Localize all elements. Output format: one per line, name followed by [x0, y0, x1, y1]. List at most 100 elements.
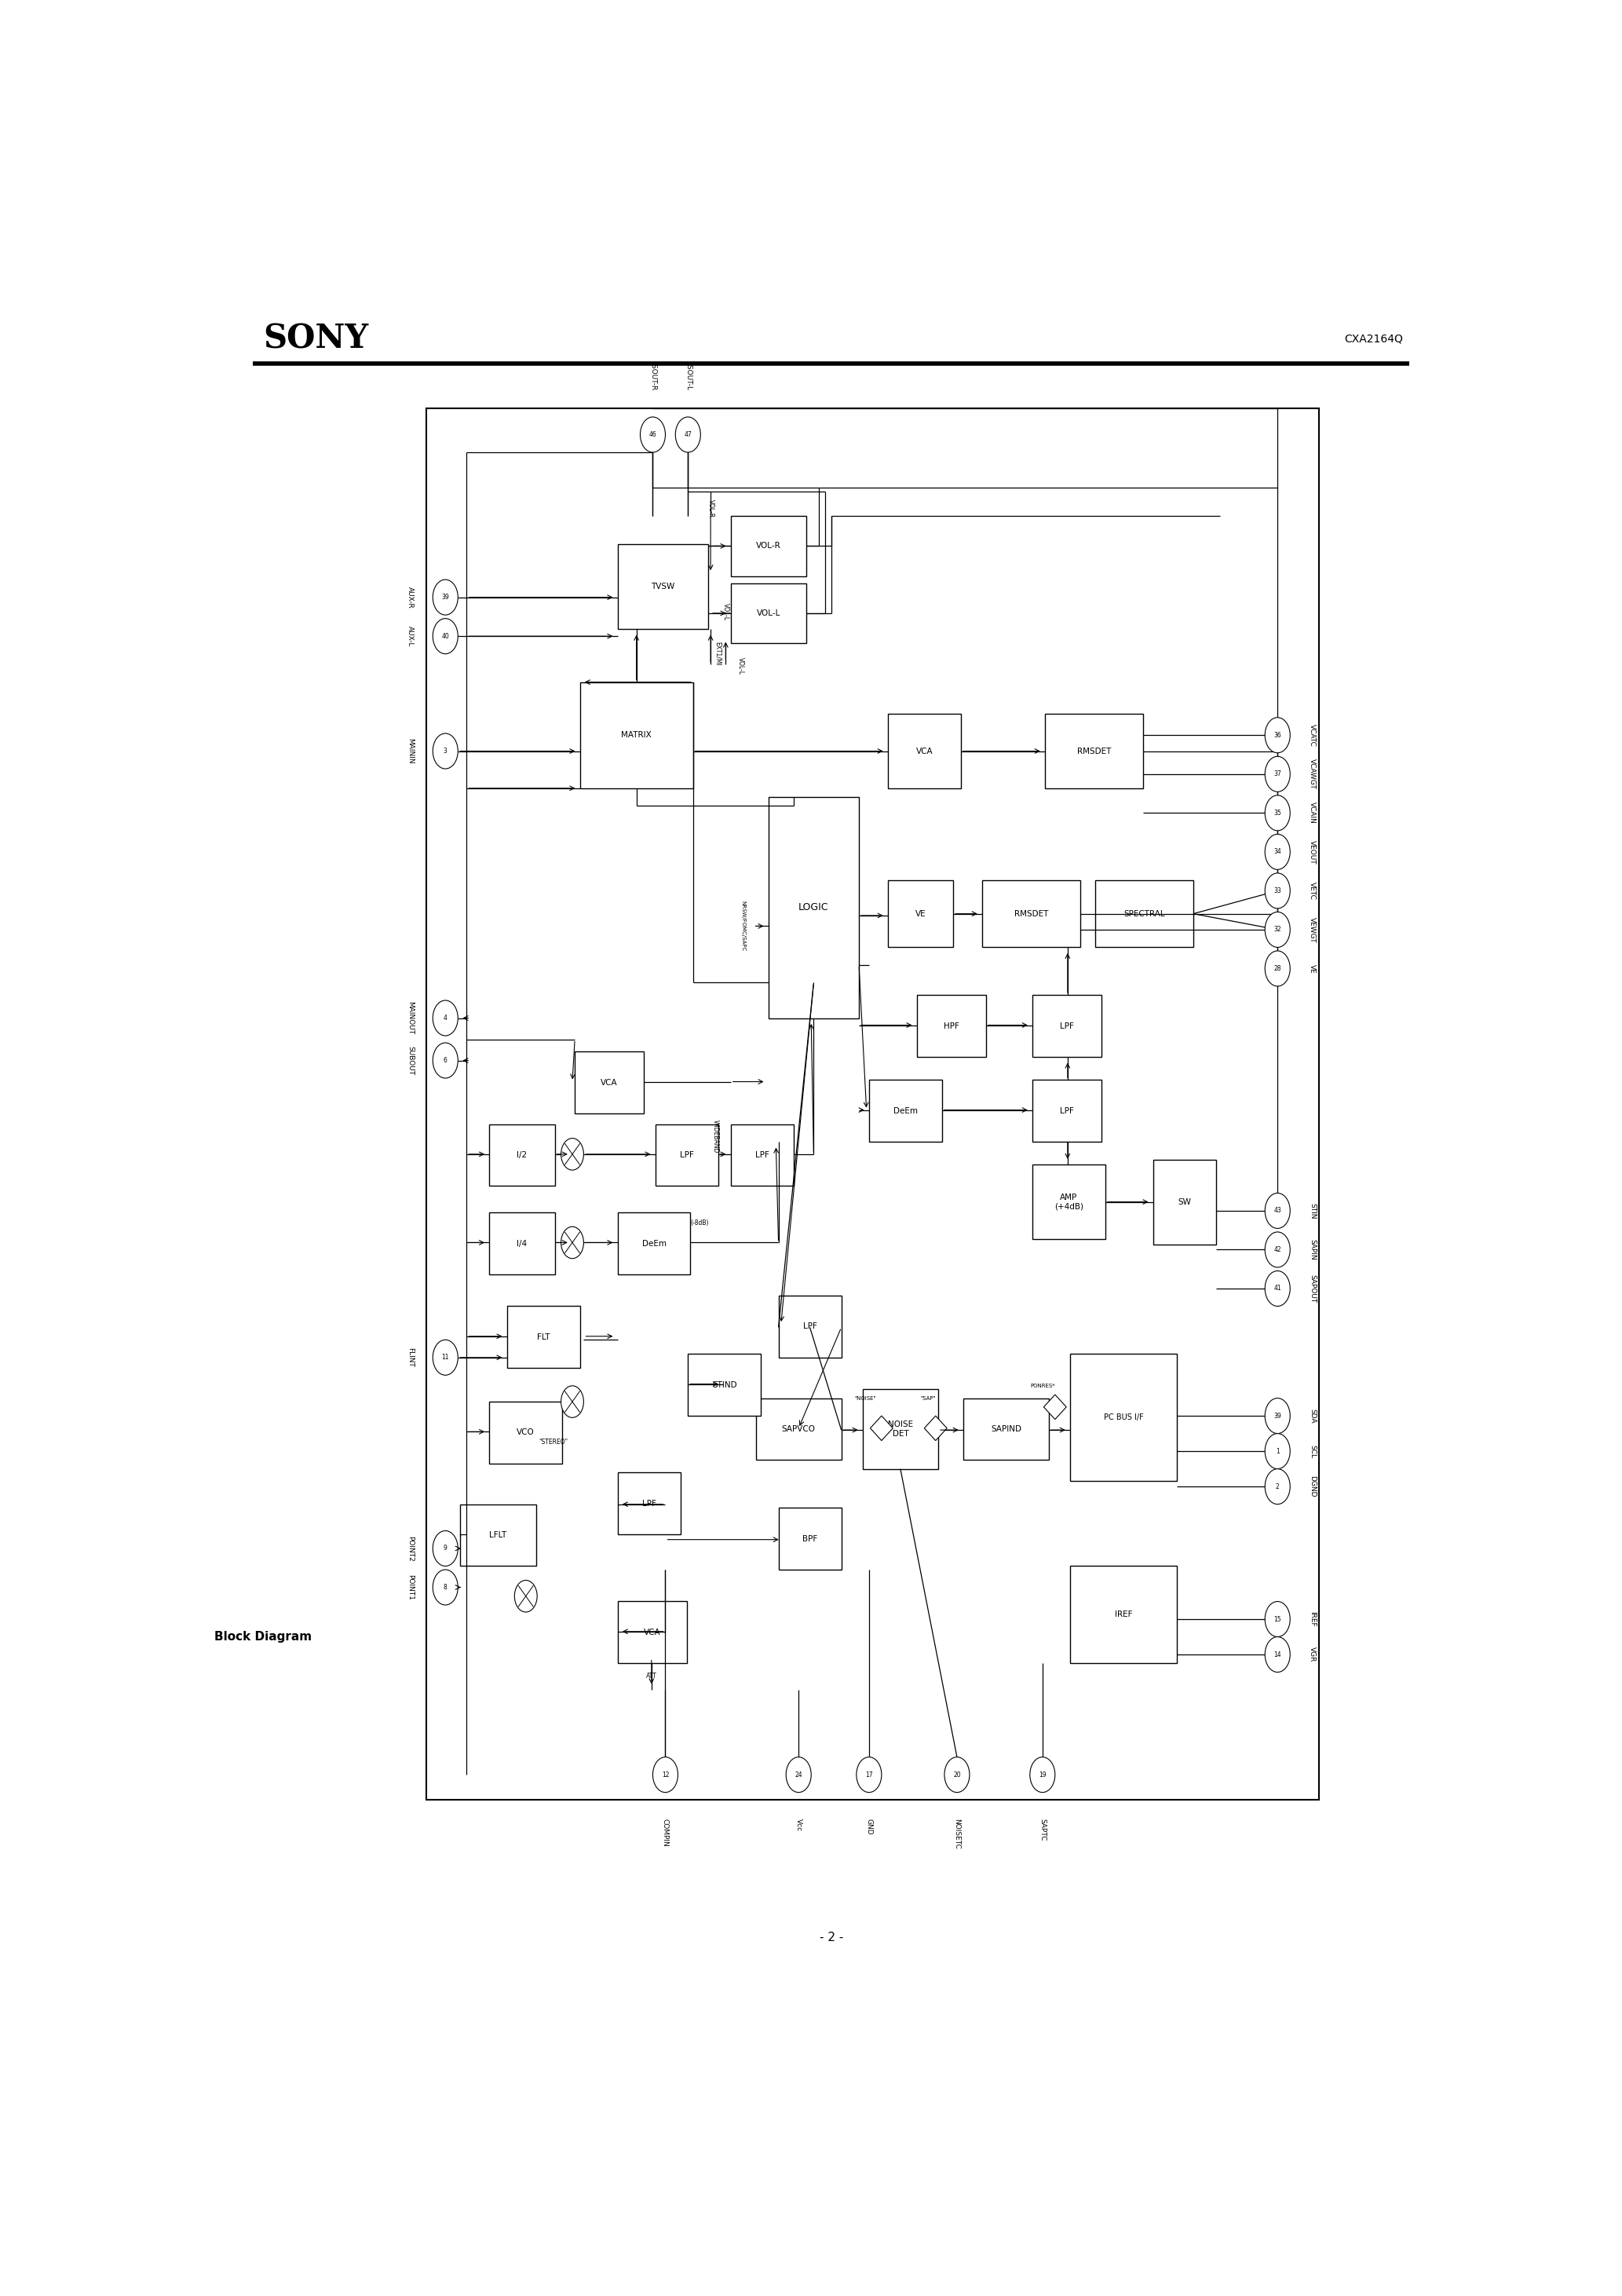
Text: "NOISE": "NOISE" — [855, 1396, 876, 1401]
Text: ATT: ATT — [646, 1671, 657, 1678]
Text: LOGIC: LOGIC — [798, 902, 829, 912]
Circle shape — [944, 1756, 970, 1793]
Text: IREF: IREF — [1114, 1612, 1132, 1619]
Text: STIND: STIND — [712, 1380, 736, 1389]
Bar — [1153, 1159, 1216, 1244]
Text: VOL-L: VOL-L — [756, 608, 780, 618]
Text: 3: 3 — [443, 748, 448, 755]
Bar — [581, 682, 693, 788]
Text: LPF: LPF — [1059, 1107, 1074, 1116]
Text: "SAP": "SAP" — [920, 1396, 936, 1401]
Text: 19: 19 — [1038, 1770, 1046, 1777]
Text: RMSDET: RMSDET — [1077, 746, 1111, 755]
Text: 20: 20 — [954, 1770, 960, 1777]
Bar — [688, 1355, 761, 1417]
Text: VCA: VCA — [916, 746, 933, 755]
Text: VEOUT: VEOUT — [1309, 840, 1315, 863]
Text: 42: 42 — [1273, 1247, 1281, 1254]
Text: VOL-L: VOL-L — [738, 657, 744, 675]
Polygon shape — [871, 1417, 892, 1440]
Text: DGND: DGND — [1309, 1476, 1315, 1497]
Bar — [887, 879, 954, 948]
Text: LPF: LPF — [756, 1150, 769, 1159]
Text: VCO: VCO — [517, 1428, 535, 1437]
Text: 9: 9 — [443, 1545, 448, 1552]
Bar — [963, 1398, 1049, 1460]
Bar — [1033, 1164, 1105, 1240]
Text: SONY: SONY — [263, 324, 368, 356]
Text: - 2 -: - 2 - — [819, 1931, 843, 1942]
Text: MAININ: MAININ — [407, 739, 414, 765]
Bar — [508, 1306, 581, 1368]
Polygon shape — [925, 1417, 947, 1440]
Circle shape — [433, 1531, 457, 1566]
Text: SAPTC: SAPTC — [1040, 1818, 1046, 1841]
Text: NOISE
DET: NOISE DET — [887, 1421, 913, 1437]
Text: LFLT: LFLT — [490, 1531, 508, 1538]
Text: VCA: VCA — [644, 1628, 660, 1637]
Text: EXT1/MI: EXT1/MI — [715, 643, 722, 666]
Text: 6: 6 — [443, 1056, 448, 1063]
Text: 14: 14 — [1273, 1651, 1281, 1658]
Text: SDA: SDA — [1309, 1407, 1315, 1424]
Bar — [1071, 1355, 1178, 1481]
Text: I/4: I/4 — [517, 1240, 527, 1247]
Circle shape — [433, 1570, 457, 1605]
Circle shape — [1265, 951, 1289, 987]
Circle shape — [641, 418, 665, 452]
Text: PONRES*: PONRES* — [1030, 1384, 1054, 1389]
Bar — [1095, 879, 1194, 948]
Text: LPF: LPF — [680, 1150, 694, 1159]
Text: SW: SW — [1178, 1199, 1191, 1205]
Bar — [769, 797, 860, 1017]
Text: 43: 43 — [1273, 1208, 1281, 1215]
Text: MATRIX: MATRIX — [621, 730, 652, 739]
Text: AUX-R: AUX-R — [407, 585, 414, 608]
Text: 33: 33 — [1273, 886, 1281, 893]
Text: 24: 24 — [795, 1770, 803, 1777]
Text: LPF: LPF — [1059, 1022, 1074, 1031]
Circle shape — [1030, 1756, 1054, 1793]
Bar — [655, 1125, 719, 1187]
Text: PC BUS I/F: PC BUS I/F — [1103, 1414, 1144, 1421]
Text: 37: 37 — [1273, 771, 1281, 778]
Text: FLINT: FLINT — [407, 1348, 414, 1366]
Bar — [779, 1295, 842, 1357]
Text: 39: 39 — [441, 595, 449, 602]
Text: VCA: VCA — [600, 1079, 618, 1086]
Circle shape — [1265, 912, 1289, 948]
Text: DeEm: DeEm — [894, 1107, 918, 1116]
Text: CXA2164Q: CXA2164Q — [1345, 333, 1403, 344]
Text: VEWGT: VEWGT — [1309, 916, 1315, 941]
Text: VCAWGT: VCAWGT — [1309, 758, 1315, 790]
Text: I/2: I/2 — [517, 1150, 527, 1159]
Text: 46: 46 — [649, 432, 657, 439]
Text: 28: 28 — [1273, 964, 1281, 971]
Text: 4: 4 — [443, 1015, 448, 1022]
Text: VETC: VETC — [1309, 882, 1315, 900]
Text: VGR: VGR — [1309, 1646, 1315, 1662]
Circle shape — [561, 1387, 584, 1417]
Text: LSOUT-L: LSOUT-L — [684, 360, 691, 390]
Text: VOL-L: VOL-L — [722, 604, 730, 620]
Circle shape — [1265, 1469, 1289, 1504]
Text: NOISETC: NOISETC — [954, 1818, 960, 1851]
Text: FLT: FLT — [537, 1334, 550, 1341]
Text: MAINOUT: MAINOUT — [407, 1001, 414, 1035]
Text: GND: GND — [866, 1818, 873, 1835]
Text: 32: 32 — [1273, 925, 1281, 932]
Bar — [983, 879, 1080, 948]
Bar — [490, 1125, 555, 1187]
Text: NRSW/FOMC/SAPC: NRSW/FOMC/SAPC — [741, 900, 746, 951]
Bar — [1071, 1566, 1178, 1662]
Text: VE: VE — [1309, 964, 1315, 974]
Circle shape — [433, 732, 457, 769]
Text: POINT2: POINT2 — [407, 1536, 414, 1561]
Text: AMP
(+4dB): AMP (+4dB) — [1054, 1194, 1083, 1210]
Text: VCATC: VCATC — [1309, 723, 1315, 746]
Text: Vcc: Vcc — [795, 1818, 803, 1832]
Circle shape — [787, 1756, 811, 1793]
Bar — [863, 1389, 938, 1469]
Bar — [618, 1212, 691, 1274]
Text: BPF: BPF — [803, 1534, 817, 1543]
